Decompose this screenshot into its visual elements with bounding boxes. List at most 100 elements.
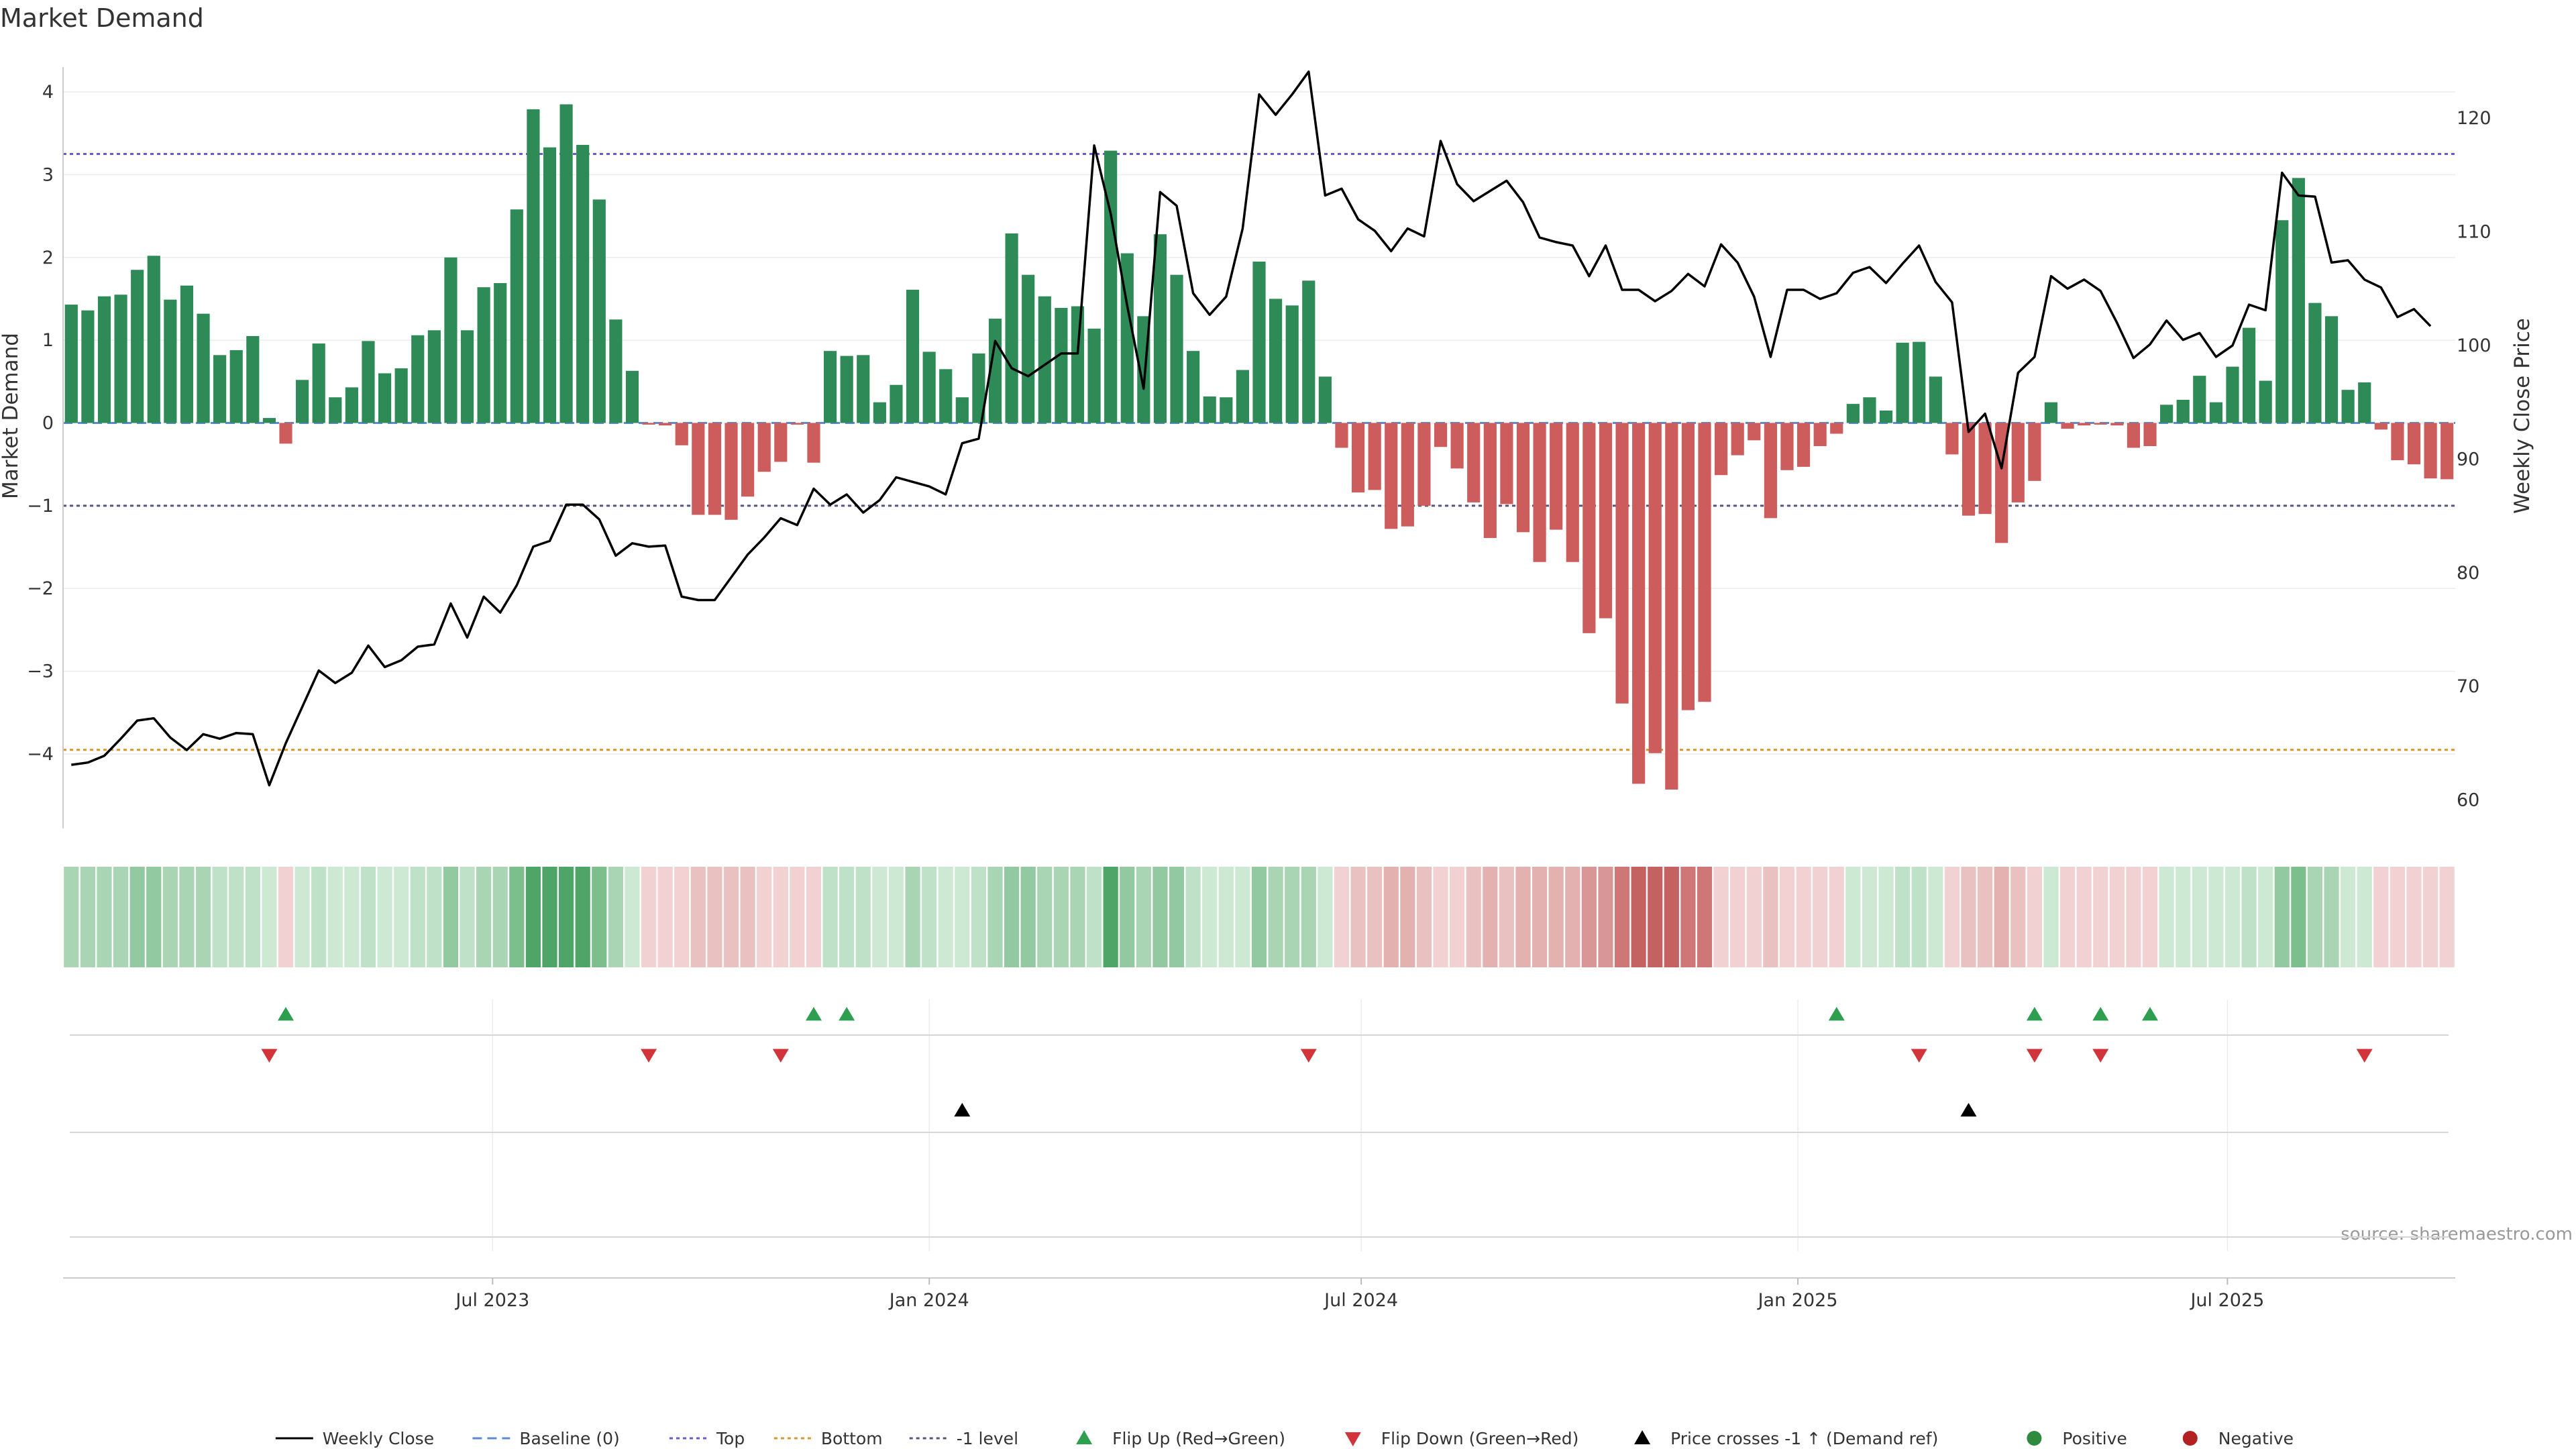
strength-cell: [1664, 867, 1679, 967]
weekly-close-line: [71, 70, 2432, 787]
demand-bar: [2292, 178, 2305, 423]
strength-cell: [2176, 867, 2191, 967]
price-cross-marker: [954, 1103, 971, 1117]
demand-bar: [279, 423, 292, 444]
strength-cell: [1037, 867, 1053, 967]
strength-cell: [1301, 867, 1316, 967]
demand-bar: [1236, 370, 1249, 423]
strength-cell: [1120, 867, 1135, 967]
demand-bar: [1385, 423, 1398, 529]
strength-cell: [971, 867, 987, 967]
y-tick-label-left: 4: [42, 82, 54, 103]
strength-cell: [2390, 867, 2406, 967]
y-axis-label-left: Market Demand: [0, 333, 23, 499]
demand-bar: [2324, 316, 2339, 423]
strength-cell: [641, 867, 657, 967]
demand-bar: [1533, 423, 1546, 562]
strength-cell: [377, 867, 392, 967]
strength-cell: [1763, 867, 1778, 967]
strength-cell: [938, 867, 953, 967]
demand-bar: [1153, 234, 1167, 423]
strength-cell: [2341, 867, 2356, 967]
demand-bar: [1368, 423, 1381, 490]
demand-bar: [2127, 423, 2141, 448]
strength-cell: [806, 867, 822, 967]
strength-cell: [427, 867, 442, 967]
strength-cell: [1383, 867, 1399, 967]
demand-bar: [1055, 308, 1068, 423]
legend-label: -1 level: [957, 1429, 1018, 1448]
demand-bar: [609, 319, 623, 423]
strength-cell: [542, 867, 557, 967]
legend-label: Price crosses -1 ↑ (Demand ref): [1670, 1429, 1938, 1448]
strength-cell: [625, 867, 640, 967]
demand-bar: [1665, 423, 1678, 790]
demand-bar: [1846, 404, 1860, 423]
demand-bar: [922, 352, 936, 423]
strength-cell: [1499, 867, 1514, 967]
strength-cell: [1433, 867, 1448, 967]
demand-bar: [246, 335, 260, 423]
strength-cell: [608, 867, 623, 967]
demand-bar: [1467, 423, 1481, 502]
demand-bar: [510, 209, 523, 423]
strength-cell: [1978, 867, 1993, 967]
strength-cell: [2192, 867, 2207, 967]
legend-swatch: [1076, 1430, 1093, 1444]
strength-cell: [245, 867, 260, 967]
demand-bar: [625, 370, 639, 423]
legend-label: Flip Up (Red→Green): [1112, 1429, 1285, 1448]
y-tick-label-left: 2: [42, 248, 54, 268]
demand-bar: [757, 423, 771, 472]
strength-cell: [1020, 867, 1036, 967]
legend-swatch: [2182, 1431, 2198, 1446]
strength-cell: [1911, 867, 1927, 967]
flip-down-marker: [1911, 1049, 1927, 1063]
demand-bar: [1351, 423, 1365, 493]
strength-cell: [525, 867, 541, 967]
y-tick-label-left: −2: [27, 578, 54, 599]
demand-bar: [1879, 410, 1893, 423]
demand-bar: [2094, 423, 2107, 425]
strength-cell: [1895, 867, 1911, 967]
demand-bar: [494, 282, 507, 423]
demand-bar: [1764, 423, 1777, 519]
demand-bar: [708, 423, 722, 515]
demand-bar: [2358, 382, 2371, 423]
flip-down-marker: [261, 1049, 278, 1063]
demand-bar: [2078, 423, 2091, 426]
strength-cell: [1961, 867, 1976, 967]
demand-bar: [64, 305, 78, 423]
strength-cell: [311, 867, 327, 967]
strength-cell: [1648, 867, 1663, 967]
demand-bar: [1913, 341, 1926, 423]
flip-up-marker: [2092, 1007, 2109, 1021]
demand-bars: [64, 104, 2454, 790]
demand-bar: [2424, 423, 2437, 479]
strength-cell: [2291, 867, 2306, 967]
legend-swatch: [1344, 1432, 1361, 1446]
strength-strip: [64, 867, 2455, 967]
demand-bar: [1318, 376, 1332, 423]
strength-cell: [1928, 867, 1943, 967]
demand-bar: [427, 330, 441, 423]
demand-bar: [2160, 405, 2174, 423]
strength-cell: [460, 867, 475, 967]
demand-bar: [1715, 423, 1728, 476]
strength-cell: [1994, 867, 2009, 967]
legend-swatch: [1634, 1430, 1651, 1444]
demand-bar: [692, 423, 705, 515]
strength-cell: [872, 867, 888, 967]
strength-cell: [2093, 867, 2108, 967]
strength-cell: [2059, 867, 2076, 967]
demand-bar: [2143, 423, 2157, 447]
demand-bar: [164, 299, 177, 423]
strength-cell: [1631, 867, 1646, 967]
demand-bar: [296, 380, 309, 423]
strength-cell: [790, 867, 805, 967]
strength-cell: [1878, 867, 1894, 967]
strength-cell: [1136, 867, 1151, 967]
demand-bar: [1615, 423, 1629, 704]
strength-cell: [1053, 867, 1069, 967]
legend-label: Positive: [2062, 1429, 2127, 1448]
